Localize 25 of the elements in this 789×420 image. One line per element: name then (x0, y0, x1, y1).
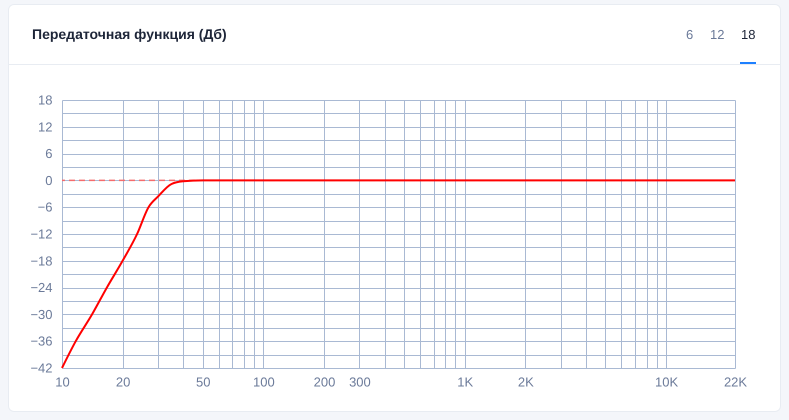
x-tick-label: 22K (724, 374, 748, 390)
text: 12 (710, 27, 724, 42)
y-tick-label: −36 (30, 334, 52, 349)
text: 18 (741, 27, 756, 42)
x-tick-label: 20 (116, 374, 130, 390)
y-tick-label: −30 (30, 306, 52, 322)
y-tick-label: 0 (45, 172, 52, 188)
text: 6 (686, 27, 694, 42)
x-tick-label: 10K (654, 374, 678, 390)
chart-title: Передаточная функция (Дб) (32, 26, 227, 42)
y-tick-label: −6 (38, 200, 52, 215)
y-tick-label: −18 (30, 253, 52, 268)
y-tick-label: 12 (38, 119, 52, 134)
y-tick-label: 18 (38, 92, 52, 108)
y-tick-label: 6 (45, 146, 52, 162)
x-tick-label: 200 (314, 374, 336, 390)
x-tick-label: 10 (55, 374, 70, 390)
x-tick-label: 100 (253, 374, 275, 390)
y-tick-label: −42 (30, 360, 52, 376)
y-tick-label: −12 (30, 226, 52, 242)
y-tick-label: −24 (30, 280, 52, 296)
x-tick-label: 1K (457, 374, 474, 390)
x-tick-label: 300 (349, 374, 371, 390)
x-tick-label: 2K (518, 374, 534, 390)
x-tick-label: 50 (196, 374, 210, 390)
